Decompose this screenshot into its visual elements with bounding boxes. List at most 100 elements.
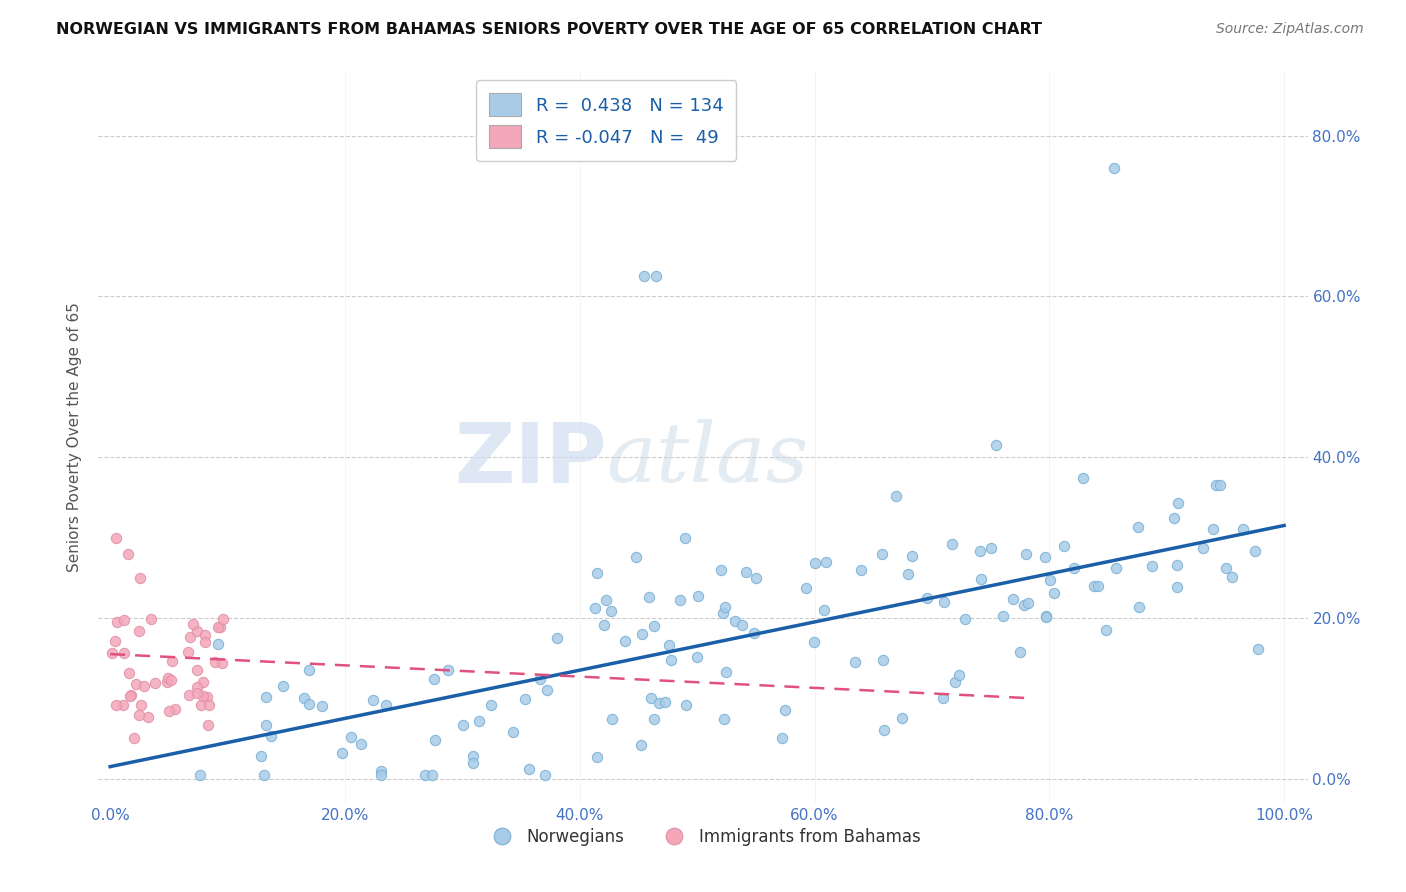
Point xyxy=(118,666,141,681)
Point xyxy=(1008,645,1031,659)
Point xyxy=(129,698,152,712)
Point xyxy=(211,656,233,670)
Point xyxy=(941,537,963,551)
Point xyxy=(613,633,636,648)
Point xyxy=(592,618,614,632)
Point xyxy=(969,544,991,558)
Point xyxy=(194,634,217,648)
Point xyxy=(361,693,384,707)
Point xyxy=(1126,520,1149,534)
Point xyxy=(943,674,966,689)
Point xyxy=(190,698,212,713)
Point xyxy=(375,698,398,712)
Point xyxy=(1105,561,1128,575)
Point xyxy=(186,663,208,677)
Point xyxy=(118,690,141,704)
Point xyxy=(451,718,474,732)
Point xyxy=(669,592,692,607)
Point xyxy=(599,604,621,618)
Point xyxy=(1102,161,1125,175)
Point xyxy=(370,764,392,779)
Point xyxy=(1128,599,1150,614)
Point xyxy=(120,688,142,702)
Point xyxy=(583,601,606,615)
Point xyxy=(502,724,524,739)
Point xyxy=(105,615,128,629)
Point xyxy=(659,653,682,667)
Point xyxy=(197,690,219,705)
Point xyxy=(851,563,873,577)
Point xyxy=(714,665,737,679)
Point xyxy=(1012,599,1035,613)
Point xyxy=(186,686,208,700)
Point xyxy=(1232,523,1254,537)
Point xyxy=(600,712,623,726)
Point xyxy=(330,746,353,760)
Point xyxy=(204,655,226,669)
Point xyxy=(884,489,907,503)
Point xyxy=(794,581,817,595)
Point xyxy=(207,636,229,650)
Point xyxy=(713,713,735,727)
Point xyxy=(194,628,217,642)
Point xyxy=(423,733,446,747)
Point xyxy=(1083,579,1105,593)
Point xyxy=(686,650,709,665)
Point xyxy=(815,555,838,569)
Point xyxy=(734,565,756,579)
Point xyxy=(271,679,294,693)
Point xyxy=(1033,549,1056,564)
Point xyxy=(1163,511,1185,525)
Point xyxy=(1192,541,1215,555)
Point xyxy=(254,690,277,704)
Point xyxy=(177,689,200,703)
Point xyxy=(742,625,765,640)
Point xyxy=(207,620,229,634)
Point xyxy=(256,718,278,732)
Point xyxy=(1205,477,1227,491)
Point xyxy=(546,631,568,645)
Point xyxy=(105,531,128,545)
Point xyxy=(970,572,993,586)
Point xyxy=(586,749,609,764)
Point xyxy=(1017,596,1039,610)
Point xyxy=(891,711,914,725)
Text: ZIP: ZIP xyxy=(454,418,606,500)
Point xyxy=(804,557,827,571)
Point xyxy=(529,673,551,687)
Point xyxy=(1001,592,1024,607)
Point xyxy=(932,690,955,705)
Point xyxy=(253,767,276,781)
Point xyxy=(128,571,150,585)
Point xyxy=(991,609,1014,624)
Point xyxy=(128,624,150,639)
Point xyxy=(125,677,148,691)
Point xyxy=(212,612,235,626)
Point xyxy=(156,674,179,689)
Point xyxy=(208,619,231,633)
Point xyxy=(193,689,215,703)
Point xyxy=(630,627,652,641)
Point xyxy=(249,748,271,763)
Point xyxy=(1166,558,1188,573)
Point xyxy=(156,671,179,685)
Point xyxy=(193,674,215,689)
Point xyxy=(654,695,676,709)
Point xyxy=(803,635,825,649)
Point xyxy=(648,696,671,710)
Point xyxy=(1035,609,1057,624)
Point xyxy=(461,756,484,770)
Point xyxy=(162,654,184,668)
Point xyxy=(901,549,924,563)
Point xyxy=(932,595,955,609)
Point xyxy=(413,767,436,781)
Point xyxy=(536,682,558,697)
Point xyxy=(128,708,150,723)
Text: Source: ZipAtlas.com: Source: ZipAtlas.com xyxy=(1216,22,1364,37)
Point xyxy=(112,646,135,660)
Point xyxy=(1201,522,1223,536)
Point xyxy=(724,614,747,628)
Point xyxy=(181,616,204,631)
Point xyxy=(953,612,976,626)
Y-axis label: Seniors Poverty Over the Age of 65: Seniors Poverty Over the Age of 65 xyxy=(67,302,83,572)
